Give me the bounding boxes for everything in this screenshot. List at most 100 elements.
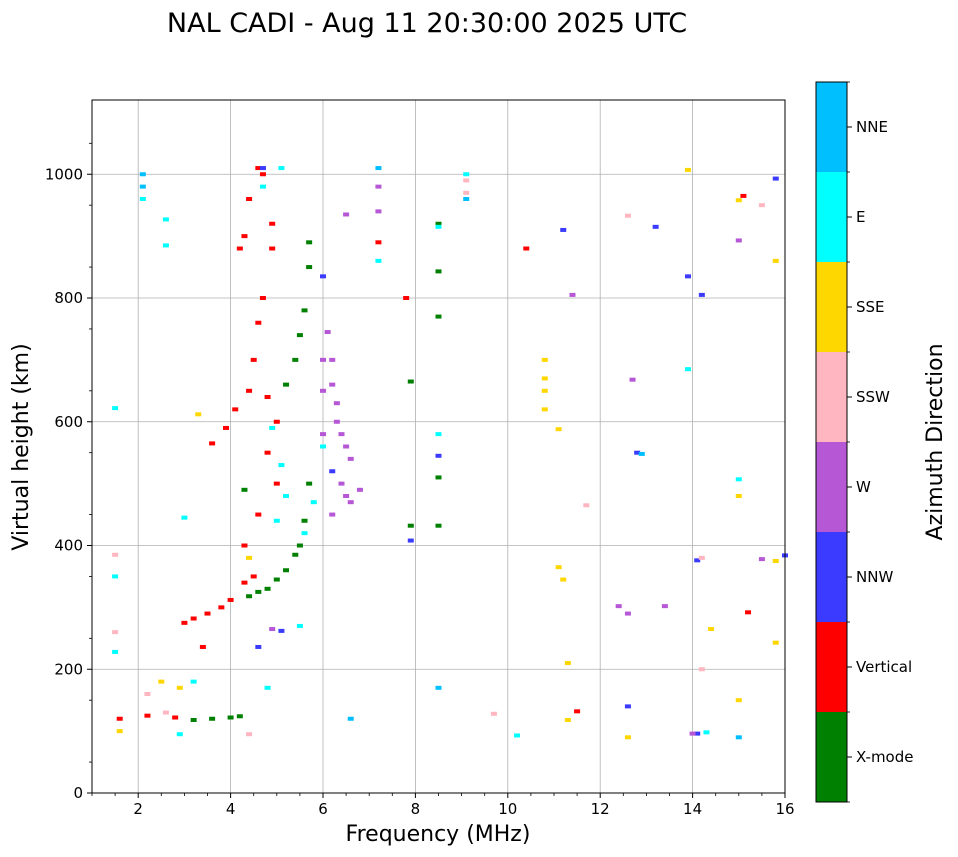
colorbar-segment xyxy=(816,622,847,712)
data-point-x-mode xyxy=(283,568,290,573)
data-point-vertical xyxy=(209,441,216,446)
data-point-sse xyxy=(735,494,742,498)
data-point-vertical xyxy=(181,620,188,625)
data-point-sse xyxy=(735,698,742,703)
data-point-w xyxy=(324,330,331,335)
data-point-sse xyxy=(555,565,562,570)
data-point-e xyxy=(269,425,276,430)
data-point-vertical xyxy=(246,197,253,201)
x-tick-label: 4 xyxy=(226,800,236,818)
data-point-e xyxy=(264,685,271,690)
data-point-w xyxy=(735,238,742,243)
data-point-x-mode xyxy=(264,586,271,591)
data-point-e xyxy=(310,500,317,505)
data-point-w xyxy=(329,512,336,517)
data-point-ssw xyxy=(246,732,253,737)
data-point-sse xyxy=(541,376,548,381)
plot-area xyxy=(91,99,788,794)
data-point-sse xyxy=(564,661,571,666)
data-point-vertical xyxy=(255,320,262,325)
data-point-nne xyxy=(638,451,645,456)
data-point-e xyxy=(435,432,442,437)
data-point-w xyxy=(320,388,326,393)
data-point-e xyxy=(514,733,521,738)
colorbar: X-mode Vertical NNW W SSW SSE E NNE xyxy=(815,81,913,803)
data-point-sse xyxy=(735,198,742,203)
colorbar-tick-label: SSW xyxy=(856,388,890,406)
data-point-vertical xyxy=(236,246,243,251)
x-tick-label: 6 xyxy=(318,800,328,818)
data-point-ssw xyxy=(162,710,169,715)
data-point-x-mode xyxy=(435,314,442,319)
data-point-x-mode xyxy=(435,269,442,274)
data-point-nnw xyxy=(255,644,262,649)
data-point-w xyxy=(689,731,696,736)
data-point-x-mode xyxy=(255,589,262,594)
data-point-sse xyxy=(541,357,548,362)
data-point-x-mode xyxy=(407,379,414,384)
data-point-w xyxy=(320,432,326,437)
data-point-nnw xyxy=(329,469,336,474)
data-point-nnw xyxy=(407,538,414,543)
data-point-ssw xyxy=(698,667,705,672)
data-point-e xyxy=(735,477,742,482)
data-point-nnw xyxy=(320,274,326,279)
data-point-w xyxy=(343,444,350,449)
colorbar-tick-label: NNW xyxy=(856,568,893,586)
data-point-w xyxy=(375,209,382,214)
data-point-w xyxy=(615,604,622,609)
data-point-vertical xyxy=(273,481,280,486)
data-point-vertical xyxy=(227,597,234,602)
data-point-e xyxy=(112,574,119,579)
data-point-vertical xyxy=(250,357,257,362)
data-point-e xyxy=(176,732,183,737)
data-point-sse xyxy=(176,685,183,690)
data-point-x-mode xyxy=(296,543,303,548)
data-point-sse xyxy=(541,407,548,412)
data-point-x-mode xyxy=(236,714,243,719)
data-point-w xyxy=(269,627,276,632)
data-point-nnw xyxy=(259,166,266,171)
data-point-vertical xyxy=(375,240,382,245)
data-point-vertical xyxy=(190,616,197,621)
data-point-x-mode xyxy=(301,308,308,313)
data-point-ssw xyxy=(112,630,119,635)
data-point-vertical xyxy=(144,713,151,718)
data-point-x-mode xyxy=(435,523,442,528)
data-point-nnw xyxy=(435,453,442,458)
data-point-sse xyxy=(116,729,123,734)
data-point-x-mode xyxy=(435,475,442,480)
data-point-w xyxy=(343,494,350,498)
data-point-vertical xyxy=(259,172,266,177)
data-point-e xyxy=(463,172,470,177)
data-point-sse xyxy=(158,679,165,684)
colorbar-label: Azimuth Direction xyxy=(923,343,948,540)
x-axis-label: Frequency (MHz) xyxy=(346,822,531,847)
data-point-x-mode xyxy=(306,240,313,245)
data-point-e xyxy=(375,258,382,263)
data-point-x-mode xyxy=(306,265,313,270)
data-point-w xyxy=(338,432,345,437)
data-point-e xyxy=(435,224,442,229)
data-point-w xyxy=(347,500,354,505)
data-point-nne xyxy=(139,184,146,189)
data-point-vertical xyxy=(740,193,747,198)
data-point-w xyxy=(347,456,354,461)
data-point-vertical xyxy=(269,246,276,251)
colorbar-frame xyxy=(815,81,848,803)
data-point-e xyxy=(112,406,119,411)
colorbar-segment xyxy=(816,532,847,622)
data-point-ssw xyxy=(624,213,631,218)
data-point-w xyxy=(629,377,636,382)
data-point-w xyxy=(329,382,336,387)
colorbar-tick-label: NNE xyxy=(856,118,888,136)
data-point-vertical xyxy=(523,246,530,251)
data-point-e xyxy=(181,515,188,520)
data-point-ssw xyxy=(698,555,705,560)
data-point-e xyxy=(162,217,169,222)
data-point-nnw xyxy=(694,731,701,736)
y-tick-label: 1000 xyxy=(45,165,83,183)
data-point-vertical xyxy=(241,580,248,585)
x-tick-label: 16 xyxy=(775,800,794,818)
